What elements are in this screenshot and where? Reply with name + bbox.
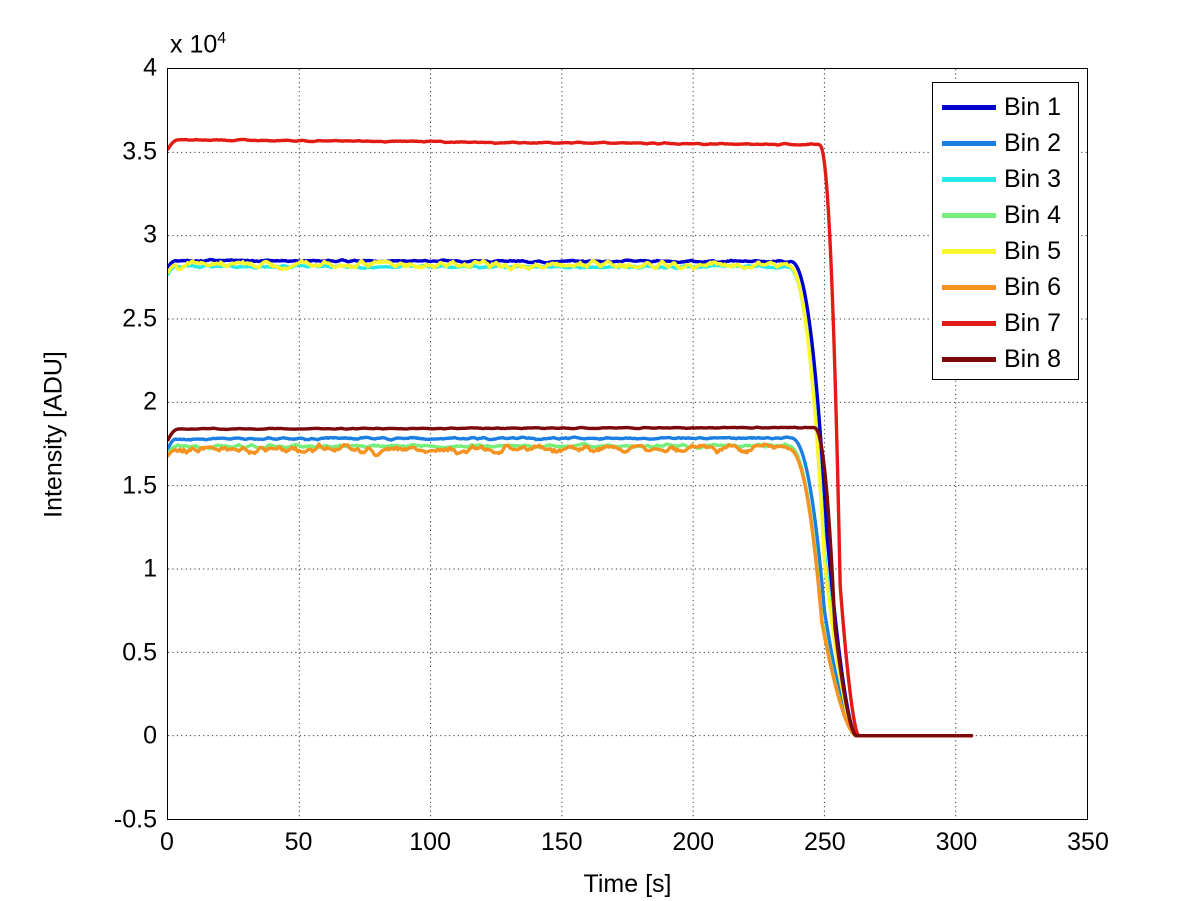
- legend-entry[interactable]: Bin 2: [933, 125, 1078, 161]
- legend-entry[interactable]: Bin 3: [933, 161, 1078, 197]
- legend-color-swatch: [942, 320, 996, 326]
- y-axis-exponent-mantissa: x 10: [170, 30, 218, 59]
- series-line: [168, 257, 974, 738]
- x-axis-tick-labels: 0 50 100 150 200 250 300 350: [0, 828, 1200, 868]
- legend-color-swatch: [942, 176, 996, 182]
- y-tick-label: 0.5: [122, 638, 157, 667]
- legend-label: Bin 3: [1004, 164, 1061, 193]
- legend-label: Bin 5: [1004, 236, 1061, 265]
- data-series-layer: [168, 137, 974, 738]
- legend-entry[interactable]: Bin 5: [933, 233, 1078, 269]
- legend-color-swatch: [942, 104, 996, 110]
- y-tick-label: 3.5: [122, 137, 157, 166]
- y-axis-tick-labels: -0.5 0 0.5 1 1.5 2 2.5 3 3.5 4: [0, 0, 157, 901]
- legend-label: Bin 7: [1004, 308, 1061, 337]
- y-axis-exponent-power: 4: [217, 30, 227, 47]
- legend-label: Bin 6: [1004, 272, 1061, 301]
- x-tick-label: 0: [160, 828, 174, 856]
- y-axis-exponent-label: x 104: [170, 30, 226, 59]
- series-line: [168, 263, 974, 738]
- y-tick-label: 1: [143, 554, 157, 583]
- series-line: [168, 442, 974, 738]
- series-line: [168, 425, 974, 738]
- x-tick-label: 300: [935, 828, 978, 856]
- y-tick-label: 2: [143, 387, 157, 416]
- legend-color-swatch: [942, 356, 996, 362]
- series-line: [168, 435, 974, 738]
- legend-label: Bin 1: [1004, 92, 1061, 121]
- legend-label: Bin 2: [1004, 128, 1061, 157]
- x-tick-label: 150: [540, 828, 583, 856]
- y-axis-title: Intensity [ADU]: [39, 351, 68, 518]
- legend-color-swatch: [942, 248, 996, 254]
- legend-label: Bin 4: [1004, 200, 1061, 229]
- x-tick-label: 350: [1067, 828, 1109, 856]
- y-tick-label: 3: [143, 220, 157, 249]
- y-tick-label: 1.5: [122, 471, 157, 500]
- legend-entry[interactable]: Bin 1: [933, 89, 1078, 125]
- x-tick-label: 100: [409, 828, 451, 856]
- y-tick-label: -0.5: [113, 805, 157, 834]
- legend-color-swatch: [942, 140, 996, 146]
- legend-box: Bin 1 Bin 2 Bin 3 Bin 4 Bin 5 Bin 6 Bin 7 Bin 8: [932, 82, 1079, 380]
- y-tick-label: 4: [143, 53, 157, 82]
- legend-label: Bin 8: [1004, 344, 1061, 373]
- y-tick-label: 2.5: [122, 304, 157, 333]
- legend-color-swatch: [942, 284, 996, 290]
- legend-color-swatch: [942, 212, 996, 218]
- x-axis-title: Time [s]: [583, 870, 672, 898]
- legend-entry[interactable]: Bin 4: [933, 197, 1078, 233]
- legend-entry[interactable]: Bin 7: [933, 305, 1078, 341]
- series-line: [168, 137, 974, 738]
- x-tick-label: 200: [672, 828, 715, 856]
- y-tick-label: 0: [143, 721, 157, 750]
- x-tick-label: 250: [803, 828, 846, 856]
- legend-entry[interactable]: Bin 6: [933, 269, 1078, 305]
- legend-entry[interactable]: Bin 8: [933, 341, 1078, 377]
- x-tick-label: 50: [284, 828, 313, 856]
- series-line: [168, 258, 974, 738]
